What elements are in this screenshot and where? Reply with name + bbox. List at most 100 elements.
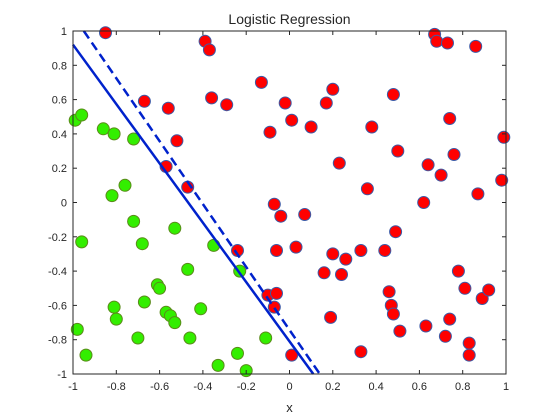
scatter-point-s1-19 <box>109 312 123 326</box>
y-tick-label: 0.4 <box>52 129 67 141</box>
x-tick-label: -1 <box>68 381 78 393</box>
scatter-point-s1-28 <box>231 346 244 360</box>
scatter-point-s1-26 <box>259 331 273 345</box>
scatter-point-s0-41 <box>326 247 340 261</box>
scatter-point-s0-47 <box>451 264 465 278</box>
scatter-point-s0-25 <box>391 144 405 158</box>
decision-boundaries <box>71 30 321 375</box>
scatter-point-s0-8 <box>161 101 175 115</box>
scatter-point-s0-20 <box>443 112 457 125</box>
scatter-point-s0-21 <box>170 134 184 148</box>
scatter-point-s0-61 <box>438 329 452 343</box>
scatter-point-s0-32 <box>471 187 485 201</box>
scatter-point-s1-10 <box>168 221 182 235</box>
scatter-point-s0-12 <box>263 125 277 139</box>
scatter-point-s1-25 <box>183 331 197 345</box>
scatter-point-s0-18 <box>386 88 400 101</box>
scatter-point-s0-39 <box>270 244 283 257</box>
x-tick-label: 0 <box>286 381 292 393</box>
x-tick-label: 0.2 <box>325 381 340 393</box>
scatter-point-s1-24 <box>131 331 145 345</box>
scatter-point-s0-29 <box>497 130 511 144</box>
scatter-point-s1-2 <box>96 122 110 136</box>
scatter-point-s1-27 <box>79 348 93 362</box>
y-tick-label: 0.8 <box>52 60 67 72</box>
axes: -1 -0.8 -0.6 -0.4 -0.2 0 0.2 0.4 0.6 0.8 1 -1 -0.8 -0… <box>48 26 509 393</box>
scatter-point-s0-13 <box>278 96 292 110</box>
scatter-point-s0-24 <box>332 156 346 170</box>
scatter-point-s0-45 <box>317 266 331 280</box>
scatter-point-s0-49 <box>458 281 472 295</box>
scatter-point-s1-23 <box>70 322 84 336</box>
scatter-point-s0-37 <box>389 225 403 239</box>
y-tick-label: -0.4 <box>48 266 67 278</box>
y-tick-label: -1 <box>57 369 67 381</box>
scatter-point-s1-12 <box>181 262 195 276</box>
scatter-point-s0-34 <box>267 197 281 211</box>
scatter-point-s1-4 <box>127 132 141 146</box>
scatter-point-s0-46 <box>335 268 348 281</box>
scatter-point-s0-59 <box>443 312 457 326</box>
scatter-point-s0-51 <box>482 283 496 297</box>
scatter-point-s0-53 <box>270 286 283 300</box>
scatter-point-s0-40 <box>289 240 303 254</box>
scatter-point-s1-1 <box>75 108 89 122</box>
x-axis-label: x <box>286 400 293 415</box>
scatter-point-s0-31 <box>417 196 431 209</box>
scatter-point-s0-17 <box>326 82 340 96</box>
scatter-point-s1-9 <box>75 235 89 249</box>
scatter-point-s1-29 <box>211 358 225 372</box>
scatter-point-s1-6 <box>105 189 119 203</box>
scatter-point-s1-20 <box>168 316 182 330</box>
scatter-point-s1-18 <box>107 300 121 314</box>
scatter-point-s0-11 <box>254 75 268 89</box>
scatter-point-s0-44 <box>378 244 392 257</box>
x-tick-label: 0.6 <box>412 381 427 393</box>
x-tick-label: 1 <box>503 381 509 393</box>
scatter-point-s0-60 <box>324 310 338 324</box>
scatter-point-s0-2 <box>202 43 216 57</box>
scatter-point-s0-35 <box>274 209 288 223</box>
x-tick-label: -0.8 <box>107 381 126 393</box>
y-tick-label: -0.6 <box>48 300 67 312</box>
y-tick-label: 1 <box>61 26 67 38</box>
scatter-point-s0-43 <box>354 244 368 257</box>
scatter-point-s0-6 <box>469 39 483 53</box>
scatter-point-s0-30 <box>360 182 374 196</box>
scatter-point-s0-33 <box>495 173 509 187</box>
scatter-point-s0-57 <box>393 324 407 338</box>
scatter-point-s0-63 <box>462 336 476 350</box>
scatter-point-s1-8 <box>135 237 149 251</box>
scatter-point-s0-14 <box>285 113 299 127</box>
scatter-point-s1-7 <box>127 214 141 228</box>
scatter-point-s0-0 <box>99 26 112 40</box>
y-tick-label: 0 <box>61 198 67 210</box>
scatter-point-s0-5 <box>441 36 454 50</box>
y-tick-label: 0.2 <box>52 163 67 175</box>
scatter-point-s0-42 <box>339 252 353 266</box>
y-tick-label: 0.6 <box>52 95 67 107</box>
scatter-point-s1-3 <box>107 127 121 141</box>
scatter-point-s1-21 <box>194 302 208 316</box>
x-tick-label: -0.6 <box>150 381 169 393</box>
scatter-point-s0-16 <box>319 96 333 110</box>
scatter-point-s1-15 <box>137 295 151 309</box>
scatter-point-s0-7 <box>137 94 151 108</box>
plot-area <box>73 31 506 374</box>
x-tick-label: -0.2 <box>237 381 256 393</box>
y-tick-label: -0.2 <box>48 232 67 244</box>
scatter-point-s0-15 <box>304 120 318 134</box>
scatter-point-s0-26 <box>421 158 435 172</box>
chart-title: Logistic Regression <box>228 11 350 27</box>
y-tick-label: -0.8 <box>48 335 67 347</box>
boundary-line-solid <box>71 43 315 375</box>
scatter-point-s0-64 <box>462 348 476 362</box>
scatter-point-s0-50 <box>475 292 489 305</box>
x-tick-label: 0.4 <box>368 381 383 393</box>
scatter-point-s0-19 <box>365 120 379 134</box>
scatter-point-s0-4 <box>430 34 444 48</box>
scatter-point-s1-14 <box>153 281 167 295</box>
scatter-point-s0-62 <box>354 345 368 359</box>
scatter-point-s0-65 <box>285 348 299 362</box>
